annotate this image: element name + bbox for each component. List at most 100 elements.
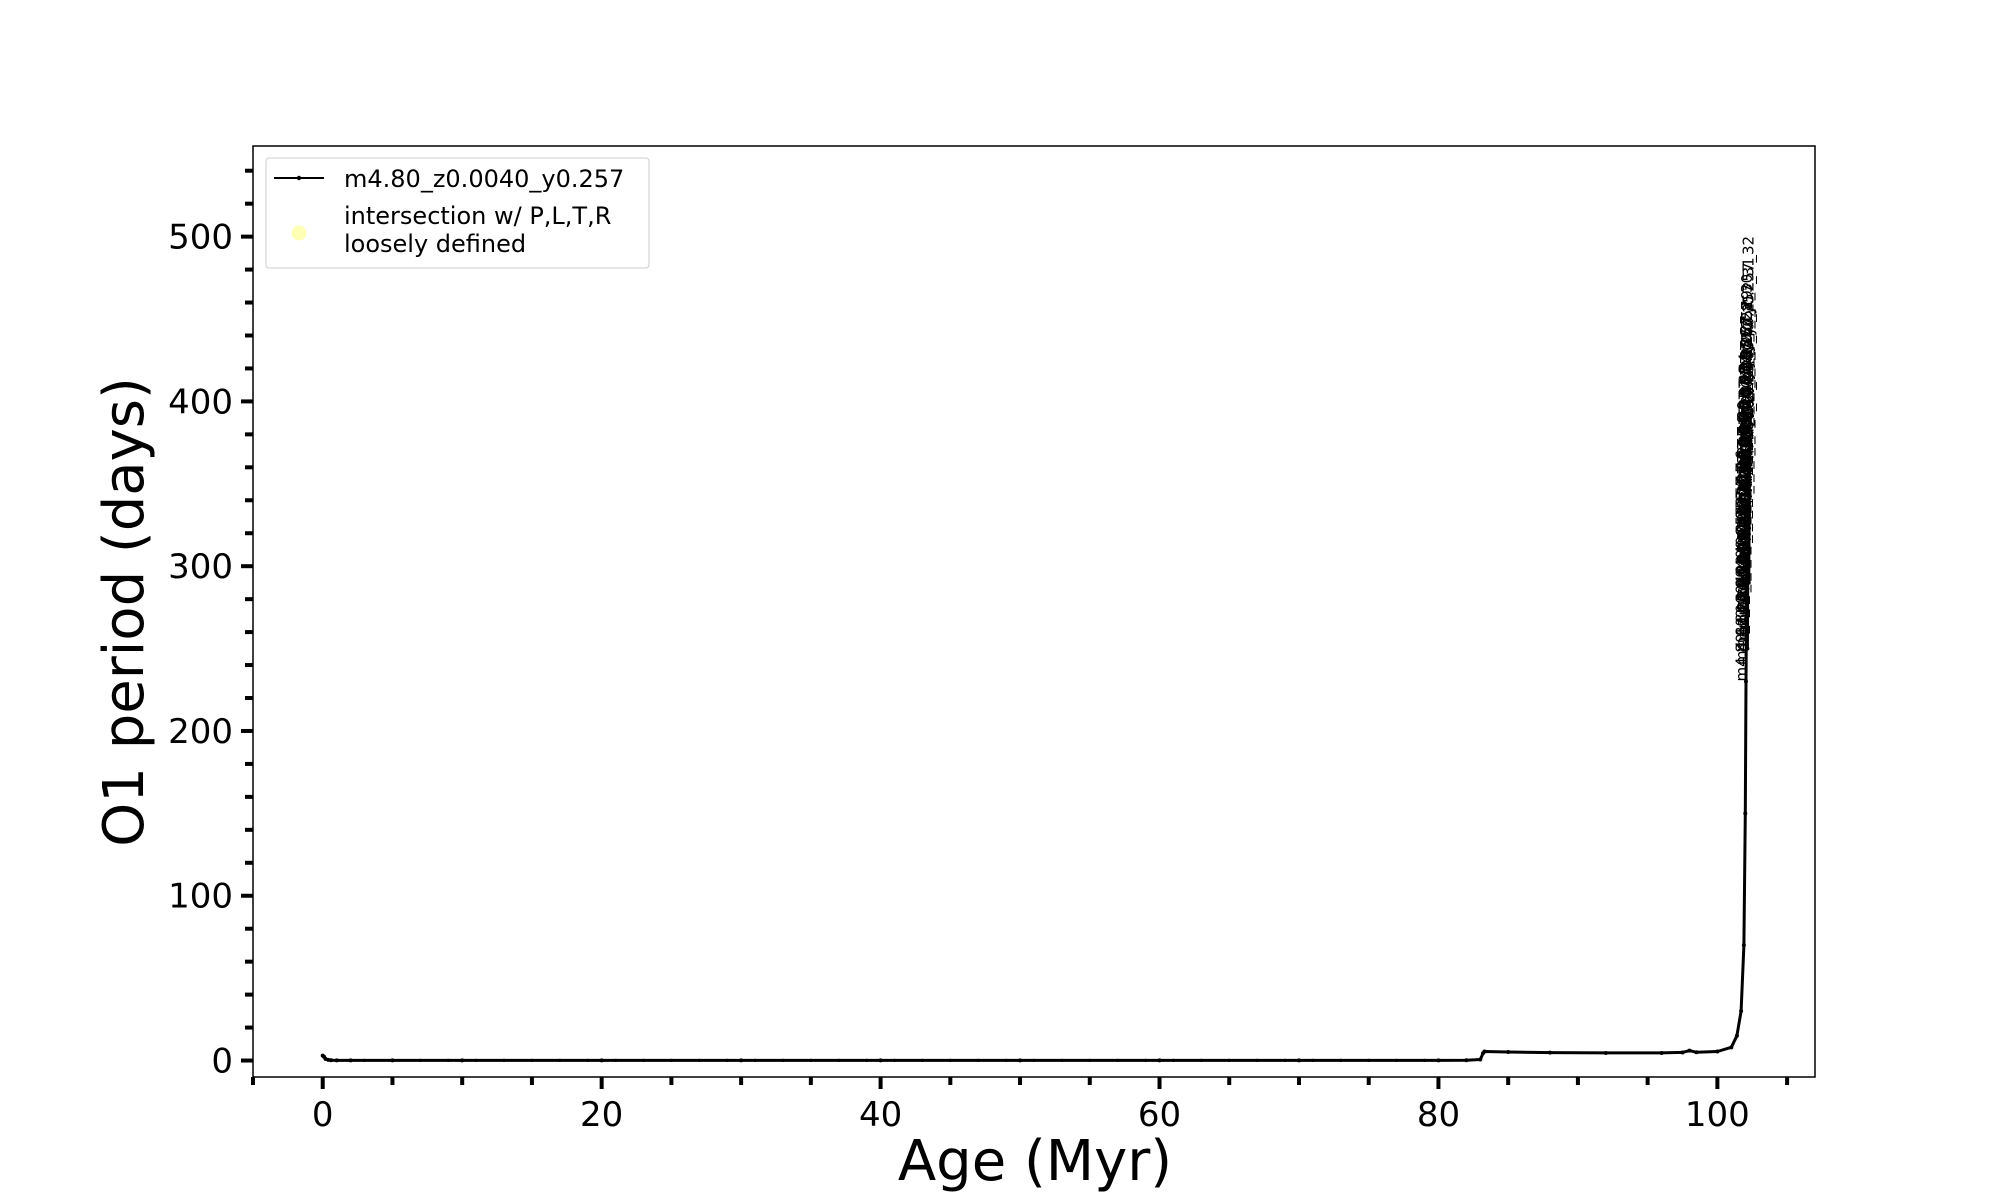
series-marker bbox=[1199, 1058, 1203, 1062]
series-marker bbox=[1548, 1050, 1553, 1055]
series-marker bbox=[1687, 1048, 1692, 1053]
series-marker bbox=[892, 1058, 897, 1062]
legend-frame bbox=[265, 157, 650, 269]
series-marker bbox=[1116, 1058, 1120, 1062]
x-tick-label: 20 bbox=[580, 1095, 623, 1135]
point-annotation: m4.80_z0.0040_y0.257_27 bbox=[1737, 315, 1756, 517]
series-marker bbox=[1339, 1058, 1343, 1062]
series-marker bbox=[1395, 1058, 1399, 1062]
series-marker bbox=[1694, 1050, 1699, 1055]
legend-label-series: m4.80_z0.0040_y0.257 bbox=[344, 165, 624, 193]
series-marker bbox=[329, 1058, 334, 1063]
series-marker bbox=[781, 1058, 785, 1062]
point-annotation: m4.80_z0.0040_y0.257_31 bbox=[1740, 257, 1759, 459]
y-axis-ticks bbox=[241, 168, 253, 1063]
series-marker bbox=[599, 1058, 604, 1063]
series-marker bbox=[878, 1058, 883, 1063]
series-marker bbox=[1311, 1058, 1315, 1062]
series-marker bbox=[1715, 1049, 1720, 1054]
series-marker bbox=[1436, 1058, 1441, 1063]
series-marker bbox=[865, 1058, 869, 1062]
y-tick-label: 400 bbox=[168, 382, 233, 422]
x-axis-ticks bbox=[251, 1077, 1790, 1089]
series-marker bbox=[1743, 679, 1748, 684]
series-marker bbox=[614, 1058, 618, 1062]
series-marker bbox=[1032, 1058, 1036, 1062]
legend-circle-swatch bbox=[291, 225, 307, 241]
series-marker bbox=[1506, 1049, 1511, 1054]
y-tick-label: 300 bbox=[168, 547, 233, 587]
series-marker bbox=[1603, 1050, 1608, 1055]
series-marker bbox=[948, 1058, 952, 1062]
series-marker bbox=[1729, 1045, 1734, 1050]
series-marker bbox=[418, 1058, 422, 1062]
series-marker bbox=[1227, 1058, 1231, 1062]
series-marker bbox=[1478, 1057, 1483, 1062]
series-marker bbox=[976, 1058, 980, 1062]
series-marker bbox=[1743, 811, 1748, 816]
y-tick-label: 100 bbox=[168, 877, 233, 917]
annotation-layer: m4.80_z0.0040_y0.257_32m4.80_z0.0040_y0.… bbox=[1733, 236, 1759, 682]
plot-frame bbox=[252, 145, 1816, 1078]
series-marker bbox=[1741, 943, 1746, 948]
series-marker bbox=[334, 1058, 339, 1063]
series-marker bbox=[1482, 1049, 1487, 1054]
x-tick-label: 60 bbox=[1138, 1095, 1181, 1135]
legend-label-intersection-line-2: loosely defined bbox=[344, 230, 526, 258]
series-marker bbox=[1296, 1058, 1301, 1063]
series-marker bbox=[1747, 435, 1752, 440]
series-marker bbox=[669, 1058, 673, 1062]
series-marker bbox=[390, 1058, 395, 1063]
legend-line-marker bbox=[296, 175, 302, 181]
series-layer bbox=[320, 435, 1752, 1063]
series-marker bbox=[1739, 1009, 1744, 1014]
x-tick-label: 0 bbox=[312, 1095, 334, 1135]
legend: m4.80_z0.0040_y0.257 intersection w/ P,L… bbox=[265, 157, 650, 269]
point-annotation: m4.80_z0.0040_y0.257_32 bbox=[1740, 236, 1759, 438]
legend-label-intersection-line-1: intersection w/ P,L,T,R bbox=[344, 202, 611, 230]
series-marker bbox=[739, 1058, 744, 1063]
series-marker bbox=[753, 1058, 757, 1062]
point-annotation: m4.80_z0.0040_y0.257_28 bbox=[1738, 302, 1757, 504]
series-marker bbox=[1746, 580, 1751, 585]
series-marker bbox=[1018, 1058, 1023, 1063]
point-annotation: m4.80_z0.0040_y0.257_26 bbox=[1737, 328, 1756, 530]
series-line bbox=[321, 437, 1751, 1062]
series-marker bbox=[362, 1058, 367, 1062]
series-marker bbox=[586, 1058, 590, 1062]
point-annotation: m4.80_z0.0040_y0.257_25 bbox=[1737, 340, 1756, 542]
series-marker bbox=[697, 1058, 701, 1062]
y-axis-tick-labels: 0 100 200 300 400 500 bbox=[168, 218, 233, 1082]
series-marker bbox=[1367, 1058, 1371, 1062]
y-tick-label: 0 bbox=[211, 1042, 233, 1082]
series-marker bbox=[641, 1058, 646, 1062]
series-marker bbox=[1143, 1058, 1148, 1062]
y-axis-title: O1 period (days) bbox=[92, 377, 157, 847]
x-axis-title: Age (Myr) bbox=[898, 1129, 1172, 1194]
series-marker bbox=[446, 1058, 450, 1062]
series-marker bbox=[837, 1058, 841, 1062]
series-marker bbox=[502, 1058, 506, 1062]
series-marker bbox=[530, 1058, 534, 1062]
series-marker bbox=[348, 1058, 353, 1063]
x-tick-label: 40 bbox=[859, 1095, 902, 1135]
series-marker bbox=[1744, 564, 1749, 569]
point-annotation: m4.80_z0.0040_y0.257_30 bbox=[1738, 274, 1757, 476]
series-marker bbox=[460, 1058, 465, 1063]
x-axis-tick-labels: 0 20 40 60 80 100 bbox=[312, 1095, 1750, 1135]
series-marker bbox=[1255, 1058, 1259, 1062]
series-marker bbox=[920, 1058, 925, 1062]
x-tick-label: 100 bbox=[1685, 1095, 1750, 1135]
series-marker bbox=[1734, 1033, 1739, 1038]
series-marker bbox=[809, 1058, 813, 1062]
x-tick-label: 80 bbox=[1417, 1095, 1460, 1135]
series-marker bbox=[1464, 1058, 1469, 1063]
y-tick-label: 500 bbox=[168, 218, 233, 258]
point-annotation: m4.80_z0.0040_y0.257_29 bbox=[1738, 290, 1757, 492]
series-marker bbox=[1157, 1058, 1162, 1063]
series-marker bbox=[558, 1058, 562, 1062]
series-marker bbox=[474, 1058, 478, 1062]
series-marker bbox=[1745, 646, 1750, 651]
series-marker bbox=[725, 1058, 729, 1062]
